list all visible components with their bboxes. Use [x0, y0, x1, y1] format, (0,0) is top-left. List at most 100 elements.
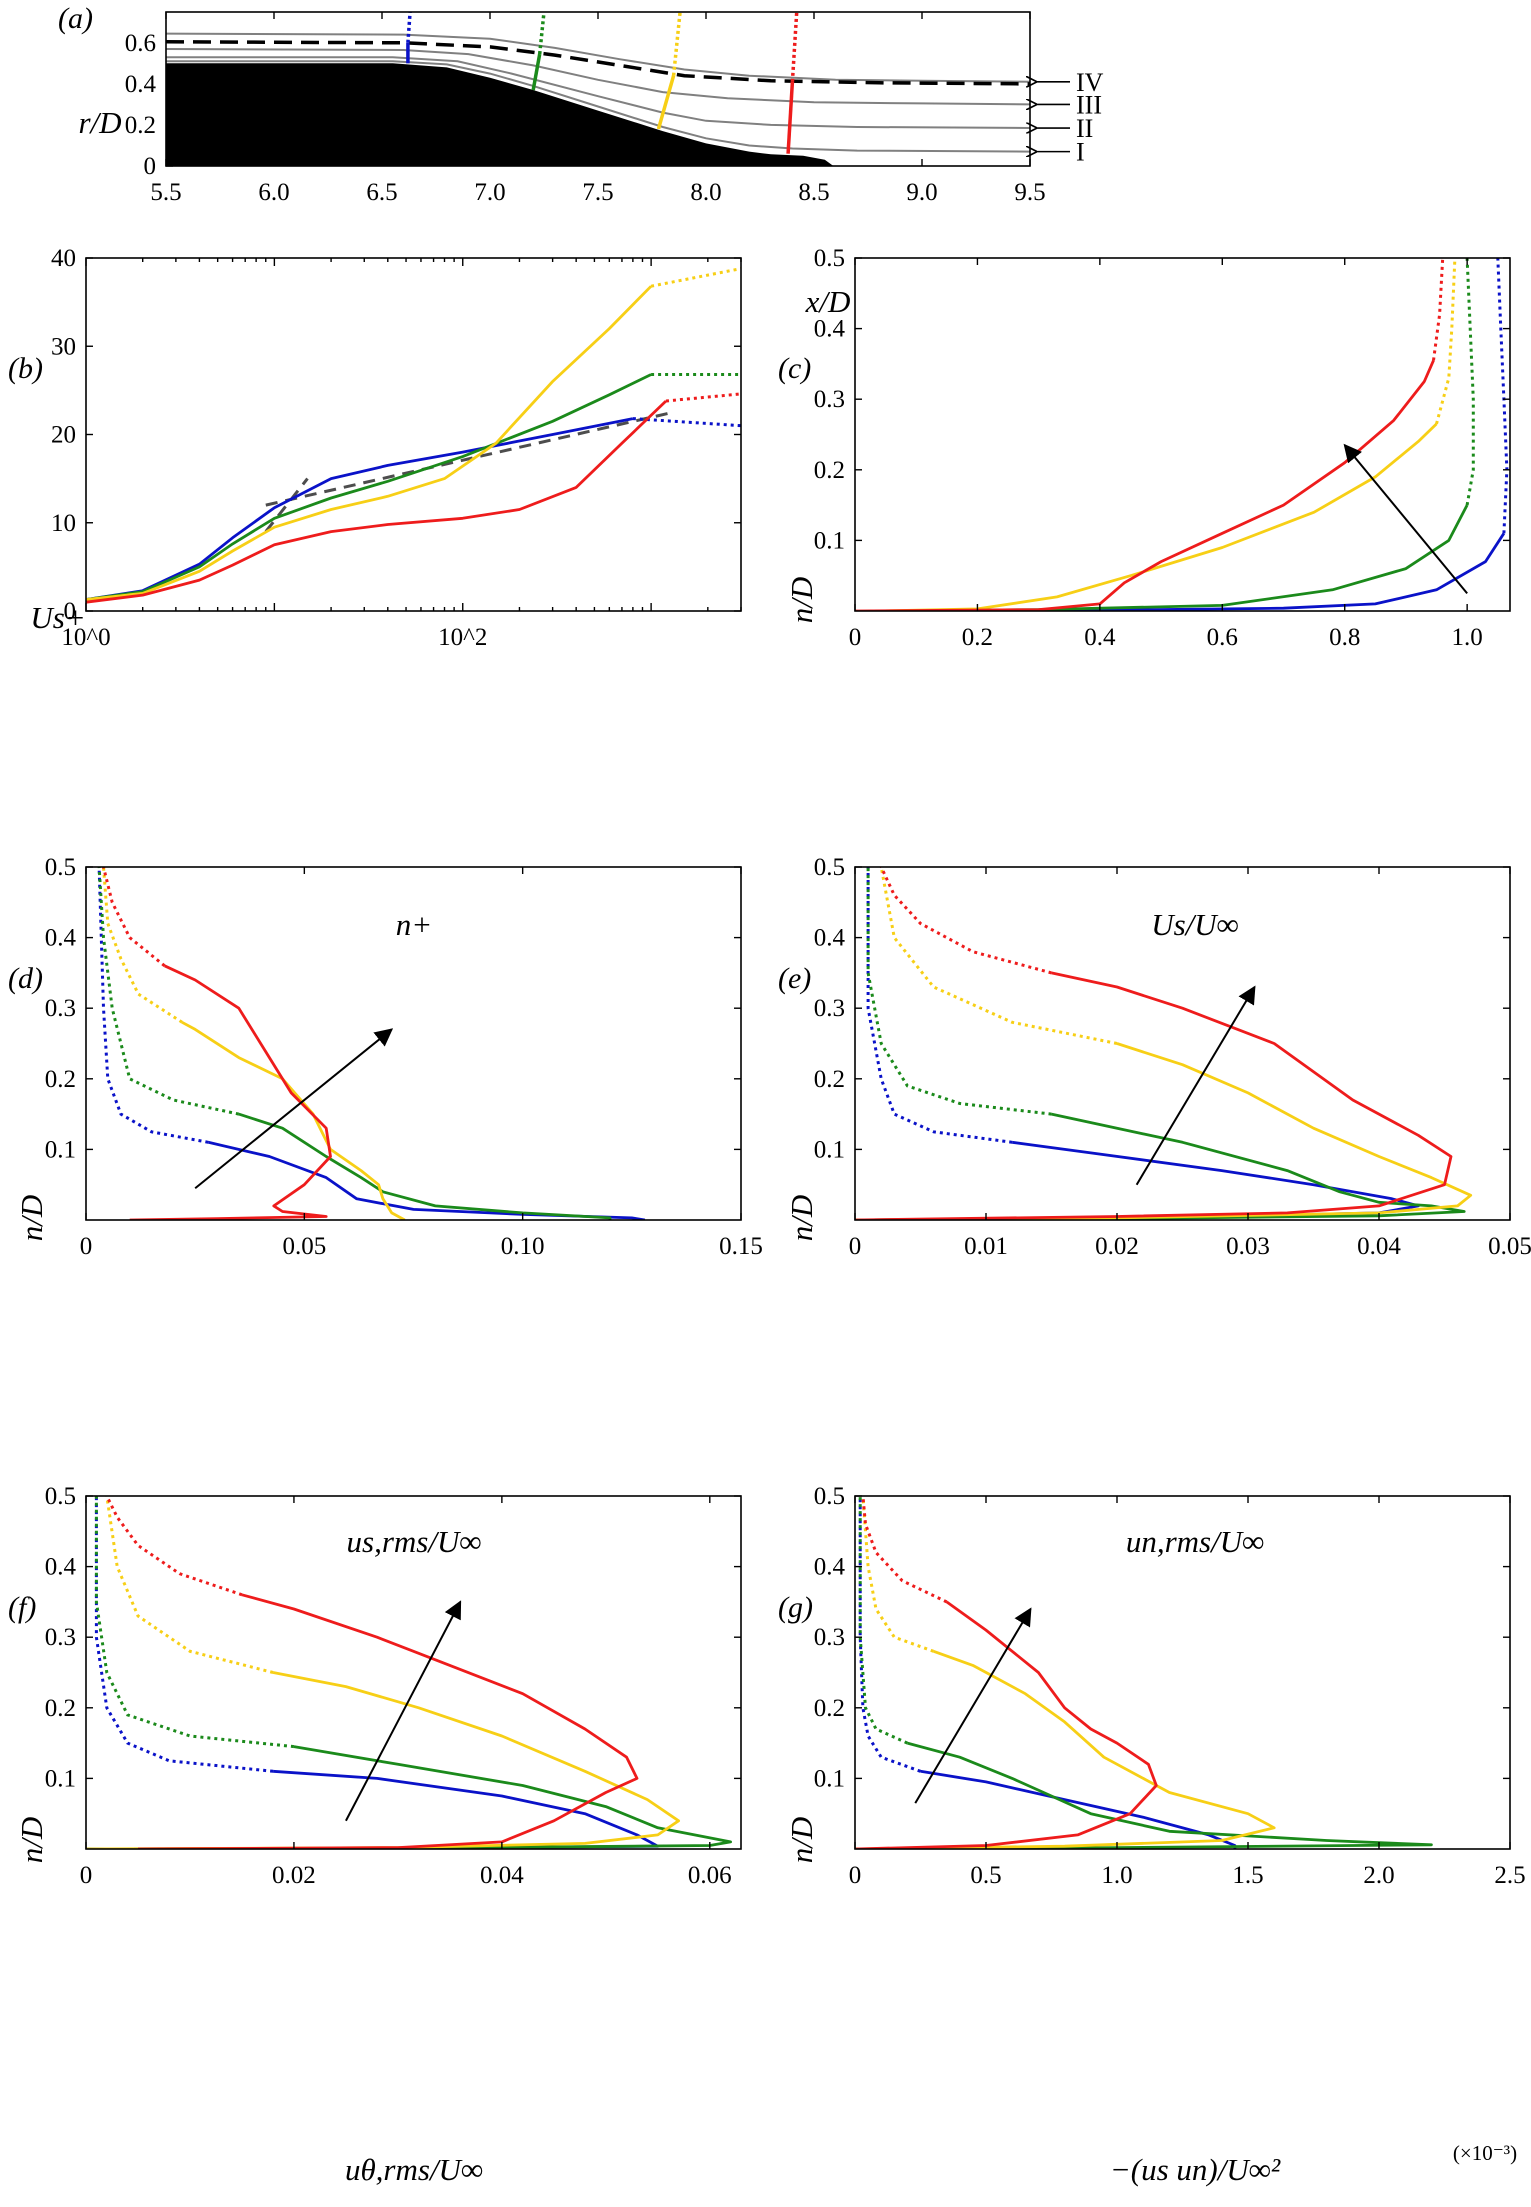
station-green-solid — [531, 53, 542, 91]
panel-c-ytick-label: 0.4 — [814, 316, 846, 343]
panel-d-ytick-label: 0.5 — [45, 854, 76, 881]
panel-a-ytick-label: 0.2 — [125, 112, 156, 139]
panel-f-xtick-label: 0.04 — [480, 1862, 524, 1889]
series-red-dotted — [105, 1496, 243, 1597]
panel-c: (c) n/D Us/U∞ 0 0.2 0.4 0.6 0.8 1.00.10.20.30… — [778, 245, 1511, 942]
streamline-II — [166, 56, 1031, 129]
streamline-IV — [165, 32, 1031, 83]
series-blue-solid — [207, 1140, 646, 1220]
panel-b-ytick-label: 0 — [64, 598, 77, 625]
series-green-dotted — [94, 1496, 295, 1749]
panel-g-ytick-label: 0.4 — [814, 1554, 846, 1581]
panel-e-xtick-label: 0.05 — [1488, 1233, 1531, 1260]
series-blue-dotted — [632, 417, 741, 428]
panel-e-plot: 0 0.01 0.02 0.03 0.04 0.05 0.1 0.2 0.3 0.4 0.5 — [814, 854, 1531, 1260]
series-red-solid — [855, 971, 1453, 1220]
panel-e-ytick-label: 0.1 — [814, 1136, 845, 1163]
panel-d-ytick-label: 0.4 — [45, 925, 77, 952]
streamline-I-label: I — [1076, 138, 1085, 167]
series-green-dotted — [97, 867, 240, 1116]
panel-g-xtick-label: 1.5 — [1232, 1862, 1263, 1889]
panel-f-ytick-label: 0.3 — [45, 1624, 76, 1651]
panel-d-label: (d) — [8, 962, 43, 995]
series-red-dotted — [879, 867, 1052, 975]
panel-a-ytick-label: 0.6 — [125, 30, 156, 57]
series-green-dotted — [1465, 258, 1475, 506]
panel-f: (f) n/D uθ,rms/U∞ 0 0.02 0.04 0.06 0.1 0.2 0.3… — [8, 1483, 742, 2187]
panel-a-xtick-label: 5.5 — [150, 179, 181, 206]
series-yellow-dotted — [879, 867, 1118, 1045]
panel-f-frame — [85, 1495, 742, 1850]
panel-f-ylabel: n/D — [14, 1817, 49, 1864]
panel-g-xtick-label: 2.0 — [1363, 1862, 1394, 1889]
panel-e-ytick-label: 0.2 — [814, 1066, 845, 1093]
series-red-solid — [129, 964, 332, 1220]
body-silhouette — [166, 63, 834, 166]
panel-g-ytick-label: 0.2 — [814, 1695, 845, 1722]
panel-g-xtick-label: 2.5 — [1494, 1862, 1525, 1889]
series-yellow-solid — [855, 1042, 1473, 1220]
panel-e-xtick-label: 0 — [849, 1233, 862, 1260]
panel-c-label: (c) — [778, 352, 811, 385]
panel-c-xtick-label: 0.2 — [962, 624, 993, 651]
panel-f-xtick-label: 0 — [80, 1862, 93, 1889]
panel-g-xlabel: −(us un)/U∞² — [1110, 2152, 1281, 2187]
series-yellow-solid — [86, 1671, 680, 1849]
panel-c-ylabel: n/D — [784, 577, 819, 624]
panel-e-ylabel: n/D — [784, 1195, 819, 1242]
panel-c-xtick-label: 0.4 — [1084, 624, 1116, 651]
panel-d-xtick-label: 0.15 — [719, 1233, 763, 1260]
trend-arrow — [1135, 985, 1256, 1186]
panel-c-plot: 0 0.2 0.4 0.6 0.8 1.0 0.1 0.2 0.3 0.4 0.5 — [814, 245, 1511, 651]
trend-arrow — [1343, 443, 1468, 594]
series-blue-dotted — [97, 867, 209, 1144]
panel-d-xlabel: us,rms/U∞ — [347, 1524, 482, 1559]
panel-b-frame — [85, 257, 742, 612]
series-green-solid — [855, 1112, 1466, 1220]
panel-c-frame — [854, 257, 1511, 612]
panel-c-ytick-label: 0.3 — [814, 386, 845, 413]
panel-f-label: (f) — [8, 1591, 36, 1624]
series-green-solid — [855, 1741, 1433, 1849]
panel-f-series-group — [86, 1496, 732, 1849]
panel-b-xlabel: n+ — [396, 907, 432, 942]
series-blue-solid — [920, 1769, 1237, 1849]
panel-a-xtick-label: 9.5 — [1014, 179, 1045, 206]
panel-b-plot: 10^0 10^2 0 10 20 30 40 — [51, 245, 742, 651]
trend-arrow — [194, 1028, 394, 1190]
streamline-III-label: III — [1076, 90, 1102, 119]
panel-c-ytick-label: 0.5 — [814, 245, 845, 272]
series-red-solid — [855, 359, 1435, 611]
panel-f-xtick-label: 0.06 — [688, 1862, 732, 1889]
panel-a-xtick-label: 9.0 — [906, 179, 937, 206]
series-blue-dotted — [858, 1496, 922, 1773]
panel-e-xtick-label: 0.04 — [1357, 1233, 1401, 1260]
panel-a-xtick-label: 6.0 — [258, 179, 289, 206]
panel-a-xtick-label: 6.5 — [366, 179, 397, 206]
series-yellow-dotted — [105, 1496, 274, 1674]
panel-g-frame — [854, 1495, 1511, 1850]
panel-e-ytick-label: 0.4 — [814, 925, 846, 952]
station-yellow-solid — [656, 75, 676, 130]
panel-g-plot: 0 0.5 1.0 1.5 2.0 2.5 0.1 0.2 0.3 0.4 0.5 — [814, 1483, 1526, 1889]
panel-e-xtick-label: 0.03 — [1226, 1233, 1270, 1260]
panel-b-series-group — [86, 267, 741, 604]
panel-g-xtick-label: 0 — [849, 1862, 862, 1889]
series-red-dotted — [1432, 258, 1445, 361]
panel-f-xlabel: uθ,rms/U∞ — [345, 2152, 483, 2187]
panel-d-ytick-label: 0.1 — [45, 1136, 76, 1163]
panel-e-ytick-label: 0.3 — [814, 995, 845, 1022]
panel-b-ytick-label: 40 — [51, 245, 76, 272]
panel-b-label: (b) — [8, 352, 43, 385]
series-green-solid — [86, 373, 652, 601]
panel-d-plot: 0 0.05 0.10 0.15 0.1 0.2 0.3 0.4 0.5 — [45, 854, 763, 1260]
series-yellow-dotted — [102, 867, 183, 1024]
series-green-solid — [885, 504, 1469, 611]
series-yellow-dotted — [1435, 258, 1457, 425]
series-blue-dotted — [866, 867, 1013, 1144]
panel-d-series-group — [97, 867, 646, 1220]
panel-e-ytick-label: 0.5 — [814, 854, 845, 881]
